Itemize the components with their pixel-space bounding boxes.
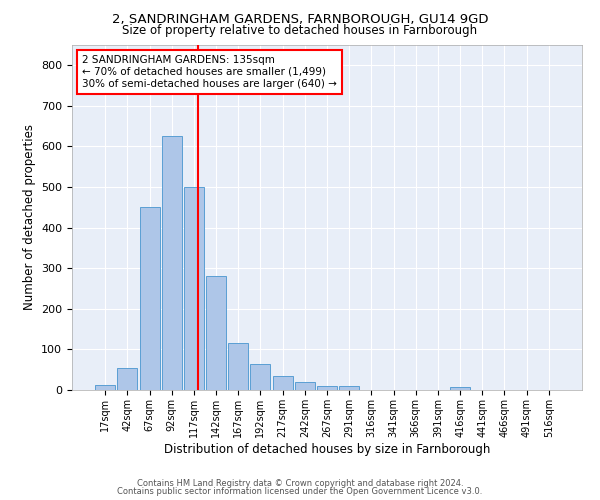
Bar (295, 382, 315, 390)
Text: Contains public sector information licensed under the Open Government Licence v3: Contains public sector information licen… (118, 487, 482, 496)
Bar (450, 387, 470, 390)
Bar (228, 342, 248, 390)
Bar (162, 136, 182, 390)
Bar (250, 364, 271, 390)
Bar (206, 276, 226, 390)
X-axis label: Distribution of detached houses by size in Farnborough: Distribution of detached houses by size … (164, 442, 490, 456)
Text: Contains HM Land Registry data © Crown copyright and database right 2024.: Contains HM Land Registry data © Crown c… (137, 478, 463, 488)
Bar (95, 385, 115, 390)
Bar (118, 368, 137, 390)
Text: 2, SANDRINGHAM GARDENS, FARNBOROUGH, GU14 9GD: 2, SANDRINGHAM GARDENS, FARNBOROUGH, GU1… (112, 12, 488, 26)
Bar (272, 376, 293, 390)
Bar (339, 386, 359, 390)
Bar (140, 208, 160, 390)
Y-axis label: Number of detached properties: Number of detached properties (23, 124, 35, 310)
Bar (184, 187, 204, 390)
Bar (317, 386, 337, 390)
Text: 2 SANDRINGHAM GARDENS: 135sqm
← 70% of detached houses are smaller (1,499)
30% o: 2 SANDRINGHAM GARDENS: 135sqm ← 70% of d… (82, 56, 337, 88)
Text: Size of property relative to detached houses in Farnborough: Size of property relative to detached ho… (122, 24, 478, 37)
